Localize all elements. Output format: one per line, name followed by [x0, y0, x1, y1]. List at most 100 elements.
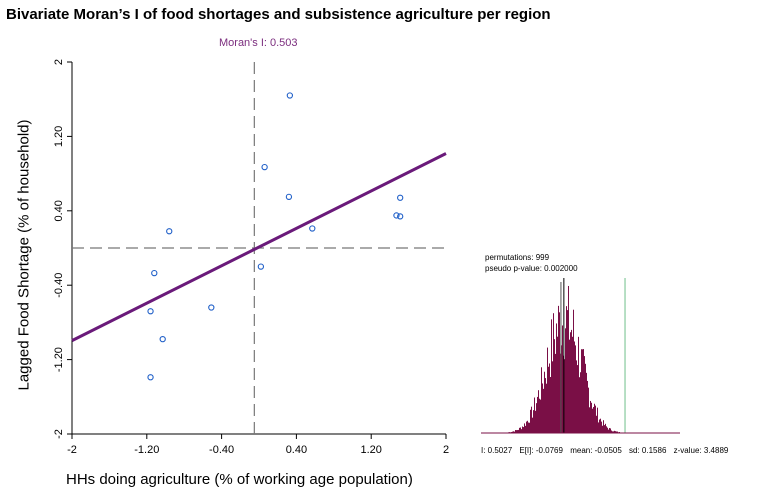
- y-tick-label: -2: [53, 429, 65, 439]
- histogram-bar: [567, 310, 568, 433]
- regression-line-group: [71, 152, 447, 342]
- histogram-bar: [543, 388, 544, 433]
- histogram-bar: [514, 431, 515, 433]
- histogram-reference-lines: [560, 278, 626, 433]
- histogram-bar: [535, 410, 536, 433]
- histogram-bar: [548, 366, 549, 433]
- histogram-bar: [608, 429, 609, 433]
- histogram-bar: [616, 431, 617, 433]
- histogram-bar: [539, 398, 540, 433]
- histogram-bar: [574, 341, 575, 433]
- scatter-point: [285, 193, 293, 200]
- histogram-bar: [602, 425, 603, 433]
- histogram-bar: [579, 377, 580, 433]
- scatter-point: [147, 374, 154, 381]
- histogram-bar: [595, 405, 596, 433]
- x-axis-label: HHs doing agriculture (% of working age …: [66, 471, 413, 488]
- stat-expected-i: E[I]: -0.0769: [519, 446, 563, 455]
- histogram-bar: [594, 403, 595, 433]
- scatter-point: [309, 225, 316, 232]
- x-tick-label: 1.20: [360, 444, 381, 456]
- histogram-bar: [542, 383, 543, 433]
- histogram-bar: [576, 360, 577, 433]
- histogram-bar: [549, 363, 550, 433]
- histogram-bar: [538, 390, 539, 433]
- histogram-bar: [534, 397, 535, 433]
- histogram-bar: [577, 365, 578, 433]
- scatter-point: [261, 163, 268, 171]
- histogram-bar: [606, 426, 607, 433]
- histogram-bar: [537, 396, 538, 433]
- scatter-ticks: -2 -1.20 -0.40 0.40 1.20 2 -2 -1.20 -0.40 0.40 1.2…: [53, 59, 449, 456]
- histogram-bar: [610, 428, 611, 433]
- histogram-bar: [587, 380, 588, 433]
- histogram-bar: [558, 305, 559, 433]
- histogram-bar: [614, 430, 615, 433]
- permutation-info: permutations: 999 pseudo p-value: 0.0020…: [485, 252, 578, 274]
- morans-i-annotation: Moran's I: 0.503: [219, 37, 298, 49]
- histogram-bar: [529, 422, 530, 433]
- scatter-point: [159, 335, 166, 343]
- histogram-bar: [561, 345, 562, 433]
- histogram-bars: [508, 285, 621, 433]
- histogram-bar: [611, 430, 612, 433]
- x-tick-label: -0.40: [209, 444, 234, 456]
- histogram-stats: I: 0.5027 E[I]: -0.0769 mean: -0.0505 sd…: [481, 446, 733, 455]
- scatter-point: [166, 228, 173, 235]
- histogram-bar: [605, 423, 606, 433]
- histogram-bar: [604, 425, 605, 433]
- histogram-bar: [565, 328, 566, 433]
- histogram-bar: [575, 345, 576, 433]
- x-tick-label: -2: [67, 444, 77, 456]
- histogram-bar: [599, 419, 600, 433]
- histogram-bar: [591, 402, 592, 433]
- histogram-bar: [513, 431, 514, 433]
- histogram-bar: [607, 427, 608, 433]
- histogram-bar: [544, 371, 545, 433]
- histogram-bar: [523, 427, 524, 433]
- histogram-bar: [601, 421, 602, 433]
- permutations-count: permutations: 999: [485, 253, 550, 262]
- histogram-bar: [524, 423, 525, 433]
- x-tick-label: -1.20: [134, 444, 159, 456]
- histogram-bar: [541, 367, 542, 433]
- stat-mean: mean: -0.0505: [570, 446, 622, 455]
- histogram-bar: [600, 418, 601, 433]
- histogram-bar: [522, 426, 523, 433]
- stat-observed-i: I: 0.5027: [481, 446, 513, 455]
- histogram-bar: [546, 383, 547, 433]
- scatter-point: [393, 212, 400, 219]
- histogram-bar: [547, 347, 548, 433]
- scatter-points: [147, 92, 404, 381]
- histogram-bar: [556, 323, 557, 433]
- histogram-bar: [552, 361, 553, 433]
- histogram-bar: [527, 420, 528, 433]
- histogram-bar: [554, 339, 555, 433]
- histogram-bar: [617, 431, 618, 433]
- histogram-bar: [581, 349, 582, 433]
- histogram-bar: [519, 427, 520, 433]
- regression-line: [71, 152, 447, 342]
- x-tick-label: 0.40: [286, 444, 307, 456]
- scatter-point: [397, 194, 404, 201]
- histogram-bar: [540, 399, 541, 433]
- histogram-bar: [557, 336, 558, 433]
- scatter-point: [151, 269, 158, 277]
- histogram-bar: [593, 407, 594, 433]
- histogram-bar: [515, 430, 516, 433]
- y-tick-label: 2: [53, 59, 65, 65]
- histogram-bar: [612, 431, 613, 433]
- histogram-bar: [597, 407, 598, 433]
- histogram-bar: [555, 353, 556, 433]
- histogram-bar: [578, 336, 579, 433]
- histogram-bar: [521, 429, 522, 433]
- pseudo-p-value: pseudo p-value: 0.002000: [485, 264, 578, 273]
- histogram-bar: [536, 403, 537, 433]
- y-tick-label: 0.40: [53, 200, 65, 221]
- histogram-bar: [584, 356, 585, 433]
- histogram-bar: [615, 431, 616, 433]
- histogram-bar: [570, 332, 571, 433]
- histogram-bar: [562, 325, 563, 433]
- histogram-bar: [569, 339, 570, 433]
